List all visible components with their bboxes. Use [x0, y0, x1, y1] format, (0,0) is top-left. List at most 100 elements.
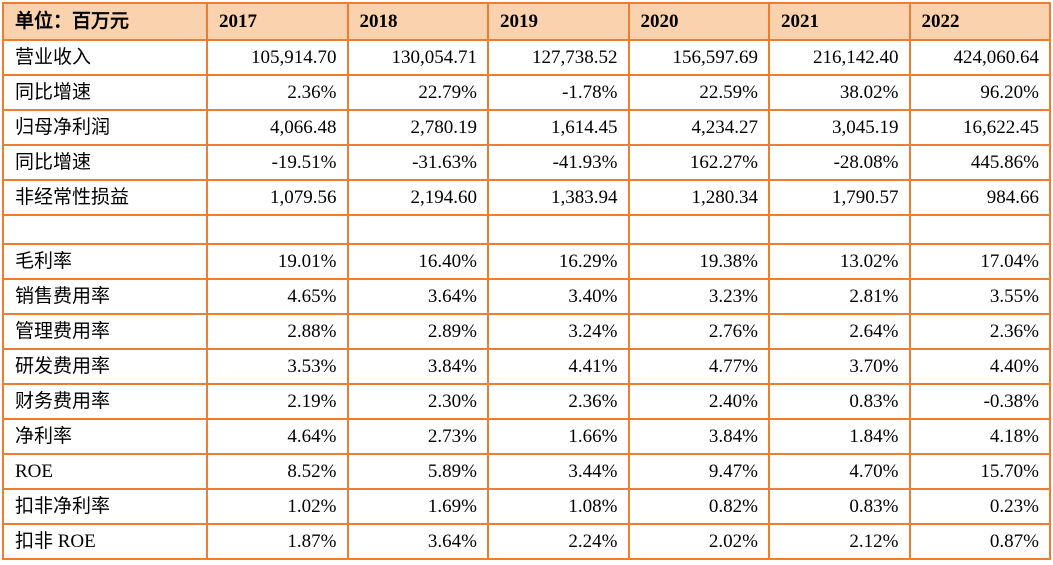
header-row: 单位：百万元 2017 2018 2019 2020 2021 2022 — [2, 2, 1051, 41]
cell-value — [346, 214, 489, 245]
cell-value — [768, 214, 911, 245]
table-row-net-margin: 净利率 4.64% 2.73% 1.66% 3.84% 1.84% 4.18% — [2, 418, 1051, 455]
row-label: 营业收入 — [2, 39, 208, 76]
cell-value — [206, 214, 349, 245]
cell-value: 0.87% — [908, 523, 1051, 560]
table-row-admin-expense-ratio: 管理费用率 2.88% 2.89% 3.24% 2.76% 2.64% 2.36… — [2, 313, 1051, 350]
cell-value: 216,142.40 — [768, 39, 911, 76]
cell-value: 2.76% — [627, 313, 770, 350]
cell-value: 22.59% — [627, 74, 770, 111]
cell-value: 3.40% — [487, 278, 630, 315]
cell-value: 3.64% — [346, 278, 489, 315]
cell-value: 1.66% — [487, 418, 630, 455]
cell-value: 424,060.64 — [908, 39, 1051, 76]
table-row-nongaap-roe: 扣非 ROE 1.87% 3.64% 2.24% 2.02% 2.12% 0.8… — [2, 523, 1051, 560]
table-row-spacer — [2, 214, 1051, 245]
cell-value: 17.04% — [908, 243, 1051, 280]
cell-value: 445.86% — [908, 144, 1051, 181]
cell-value: 2,194.60 — [346, 179, 489, 216]
year-header-2022: 2022 — [908, 2, 1051, 41]
cell-value: 156,597.69 — [627, 39, 770, 76]
cell-value: 1.08% — [487, 488, 630, 525]
cell-value: 2.81% — [768, 278, 911, 315]
cell-value: 2.30% — [346, 383, 489, 420]
cell-value: -31.63% — [346, 144, 489, 181]
row-label: 销售费用率 — [2, 278, 208, 315]
row-label: 财务费用率 — [2, 383, 208, 420]
cell-value: -28.08% — [768, 144, 911, 181]
cell-value: 96.20% — [908, 74, 1051, 111]
table-row-net-profit: 归母净利润 4,066.48 2,780.19 1,614.45 4,234.2… — [2, 109, 1051, 146]
cell-value: 2.19% — [206, 383, 349, 420]
cell-value: 2,780.19 — [346, 109, 489, 146]
table-row-revenue: 营业收入 105,914.70 130,054.71 127,738.52 15… — [2, 39, 1051, 76]
cell-value: 2.02% — [627, 523, 770, 560]
year-header-2017: 2017 — [206, 2, 349, 41]
cell-value: 1,614.45 — [487, 109, 630, 146]
cell-value: 4.18% — [908, 418, 1051, 455]
cell-value: 162.27% — [627, 144, 770, 181]
year-header-2018: 2018 — [346, 2, 489, 41]
row-label: 非经常性损益 — [2, 179, 208, 216]
cell-value: 2.24% — [487, 523, 630, 560]
cell-value: 3.55% — [908, 278, 1051, 315]
cell-value: 3.53% — [206, 348, 349, 385]
row-label: 扣非 ROE — [2, 523, 208, 560]
cell-value: 22.79% — [346, 74, 489, 111]
cell-value: -1.78% — [487, 74, 630, 111]
cell-value: 3.23% — [627, 278, 770, 315]
table-row-selling-expense-ratio: 销售费用率 4.65% 3.64% 3.40% 3.23% 2.81% 3.55… — [2, 278, 1051, 315]
cell-value: 9.47% — [627, 453, 770, 490]
cell-value: 2.36% — [206, 74, 349, 111]
year-header-2019: 2019 — [487, 2, 630, 41]
cell-value — [487, 214, 630, 245]
cell-value: 4,066.48 — [206, 109, 349, 146]
year-header-2020: 2020 — [627, 2, 770, 41]
cell-value: 1,790.57 — [768, 179, 911, 216]
cell-value: 13.02% — [768, 243, 911, 280]
cell-value: 1.87% — [206, 523, 349, 560]
cell-value: 15.70% — [908, 453, 1051, 490]
cell-value: -19.51% — [206, 144, 349, 181]
cell-value: 2.89% — [346, 313, 489, 350]
cell-value: 4.77% — [627, 348, 770, 385]
cell-value: 2.64% — [768, 313, 911, 350]
cell-value: 2.88% — [206, 313, 349, 350]
cell-value: 0.23% — [908, 488, 1051, 525]
cell-value: 3.84% — [346, 348, 489, 385]
cell-value: 3,045.19 — [768, 109, 911, 146]
cell-value: 4.41% — [487, 348, 630, 385]
cell-value: 1,383.94 — [487, 179, 630, 216]
table-row-revenue-yoy: 同比增速 2.36% 22.79% -1.78% 22.59% 38.02% 9… — [2, 74, 1051, 111]
row-label: 管理费用率 — [2, 313, 208, 350]
cell-value: 5.89% — [346, 453, 489, 490]
cell-value: 3.24% — [487, 313, 630, 350]
cell-value: 0.83% — [768, 383, 911, 420]
cell-value: 105,914.70 — [206, 39, 349, 76]
table-row-net-profit-yoy: 同比增速 -19.51% -31.63% -41.93% 162.27% -28… — [2, 144, 1051, 181]
row-label: 同比增速 — [2, 144, 208, 181]
cell-value: 127,738.52 — [487, 39, 630, 76]
cell-value: 19.01% — [206, 243, 349, 280]
year-header-2021: 2021 — [768, 2, 911, 41]
cell-value: 4.40% — [908, 348, 1051, 385]
table-row-finance-expense-ratio: 财务费用率 2.19% 2.30% 2.36% 2.40% 0.83% -0.3… — [2, 383, 1051, 420]
row-label: 归母净利润 — [2, 109, 208, 146]
cell-value: 19.38% — [627, 243, 770, 280]
cell-value: 1.02% — [206, 488, 349, 525]
table-row-gross-margin: 毛利率 19.01% 16.40% 16.29% 19.38% 13.02% 1… — [2, 243, 1051, 280]
cell-value: 0.82% — [627, 488, 770, 525]
cell-value: 3.84% — [627, 418, 770, 455]
cell-value: 2.36% — [908, 313, 1051, 350]
cell-value: -0.38% — [908, 383, 1051, 420]
row-label: 同比增速 — [2, 74, 208, 111]
table-row-roe: ROE 8.52% 5.89% 3.44% 9.47% 4.70% 15.70% — [2, 453, 1051, 490]
row-label: 净利率 — [2, 418, 208, 455]
cell-value: 1,280.34 — [627, 179, 770, 216]
cell-value: 3.70% — [768, 348, 911, 385]
cell-value: 1,079.56 — [206, 179, 349, 216]
cell-value — [627, 214, 770, 245]
cell-value: 2.73% — [346, 418, 489, 455]
cell-value: 1.84% — [768, 418, 911, 455]
cell-value: 2.40% — [627, 383, 770, 420]
